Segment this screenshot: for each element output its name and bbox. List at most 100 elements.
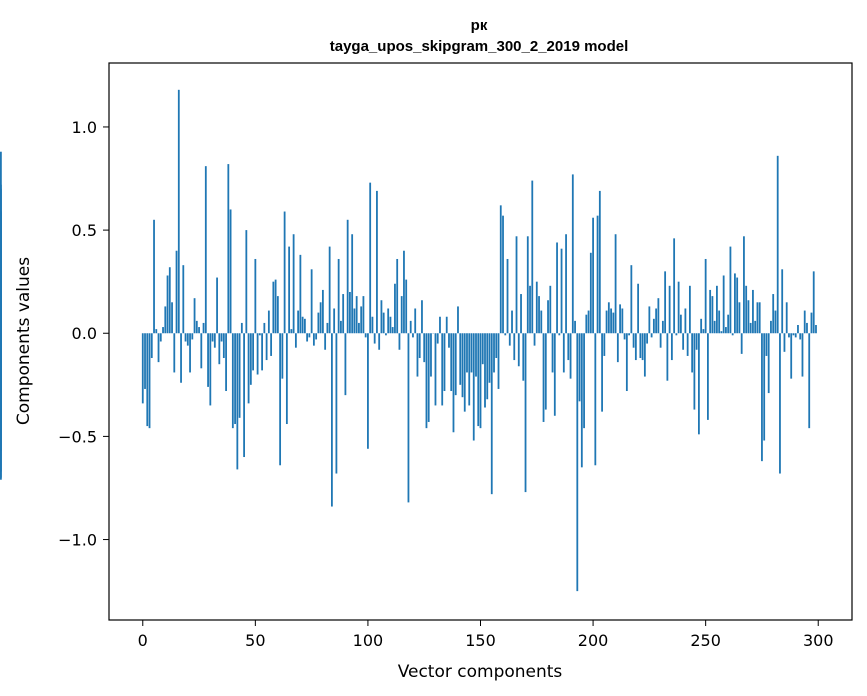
bar	[283, 211, 286, 334]
bar	[587, 310, 590, 334]
bar	[493, 333, 495, 373]
bar	[238, 333, 241, 418]
bar	[553, 333, 556, 416]
bar	[655, 308, 658, 334]
x-tick-label: 200	[578, 631, 609, 650]
bar	[263, 322, 266, 334]
bar	[423, 333, 426, 363]
bar	[216, 277, 218, 334]
bar	[598, 190, 601, 334]
bar	[772, 294, 775, 334]
y-axis-label: Components values	[14, 257, 34, 425]
bar	[202, 322, 205, 334]
bar	[502, 215, 504, 334]
bar	[709, 289, 712, 334]
bar	[594, 333, 597, 466]
bar	[533, 333, 536, 346]
bar	[731, 333, 734, 336]
bar	[567, 333, 570, 361]
bar	[668, 285, 671, 334]
bar	[565, 234, 567, 334]
x-axis-label: Vector components	[398, 662, 563, 682]
bar	[164, 306, 167, 334]
bar	[612, 312, 615, 334]
bar	[371, 316, 374, 334]
bar	[664, 271, 667, 334]
bar	[526, 236, 529, 334]
bar	[353, 308, 356, 334]
bar	[324, 333, 327, 350]
bar	[303, 318, 306, 334]
bar	[625, 333, 628, 392]
bar	[166, 275, 169, 334]
bar	[684, 308, 687, 334]
bar	[506, 258, 509, 334]
bar	[758, 302, 761, 334]
bar	[454, 333, 457, 396]
bar	[240, 322, 243, 334]
bar	[477, 333, 480, 427]
bar	[517, 333, 520, 367]
bar	[229, 209, 232, 334]
bar	[785, 302, 788, 334]
bar	[596, 215, 599, 334]
bar	[661, 320, 664, 334]
bar	[346, 219, 349, 334]
bar	[445, 316, 448, 334]
bar	[738, 302, 741, 334]
bar	[666, 333, 669, 381]
bar	[373, 333, 376, 344]
bar	[511, 310, 513, 334]
bar	[450, 333, 453, 392]
bar	[614, 234, 617, 334]
bar	[646, 333, 649, 344]
bar	[540, 310, 543, 334]
bar	[222, 333, 225, 359]
bar	[389, 316, 392, 334]
bar	[729, 246, 732, 334]
bar	[704, 258, 707, 334]
bar	[583, 333, 585, 429]
bar	[652, 318, 655, 334]
bar	[414, 308, 417, 334]
y-tick-label: 1.0	[72, 118, 97, 137]
bar	[673, 238, 676, 334]
bar	[551, 333, 554, 373]
bar	[193, 298, 196, 334]
bar	[452, 333, 455, 433]
y-tick-label: −0.5	[58, 427, 97, 446]
bar	[549, 285, 552, 334]
bar	[448, 333, 450, 348]
bar	[574, 320, 576, 334]
bar	[189, 333, 191, 373]
bar	[225, 333, 227, 392]
y-tick-label: 0.5	[72, 221, 97, 240]
bar	[405, 279, 408, 334]
plot-frame	[108, 62, 853, 621]
bar	[799, 333, 802, 340]
bar	[159, 333, 162, 342]
bar	[481, 333, 484, 365]
bar	[272, 281, 275, 334]
bar	[610, 308, 612, 334]
bar	[267, 310, 270, 334]
bar	[331, 333, 333, 507]
bar	[279, 333, 282, 466]
x-tick-label: 100	[353, 631, 384, 650]
bar	[204, 166, 207, 334]
bar	[409, 320, 412, 334]
bar	[648, 306, 651, 334]
x-axis-ticks: 0 50 100 150 200 250 300	[138, 620, 834, 650]
bar	[367, 333, 369, 449]
bar	[227, 164, 230, 334]
bar	[245, 230, 248, 334]
bar	[592, 217, 594, 334]
bar	[258, 333, 261, 336]
bar	[211, 333, 214, 342]
bar	[349, 291, 351, 334]
bar	[256, 333, 259, 375]
bar	[504, 333, 507, 336]
bar	[547, 300, 549, 334]
bar	[358, 322, 360, 334]
bar	[679, 314, 682, 334]
